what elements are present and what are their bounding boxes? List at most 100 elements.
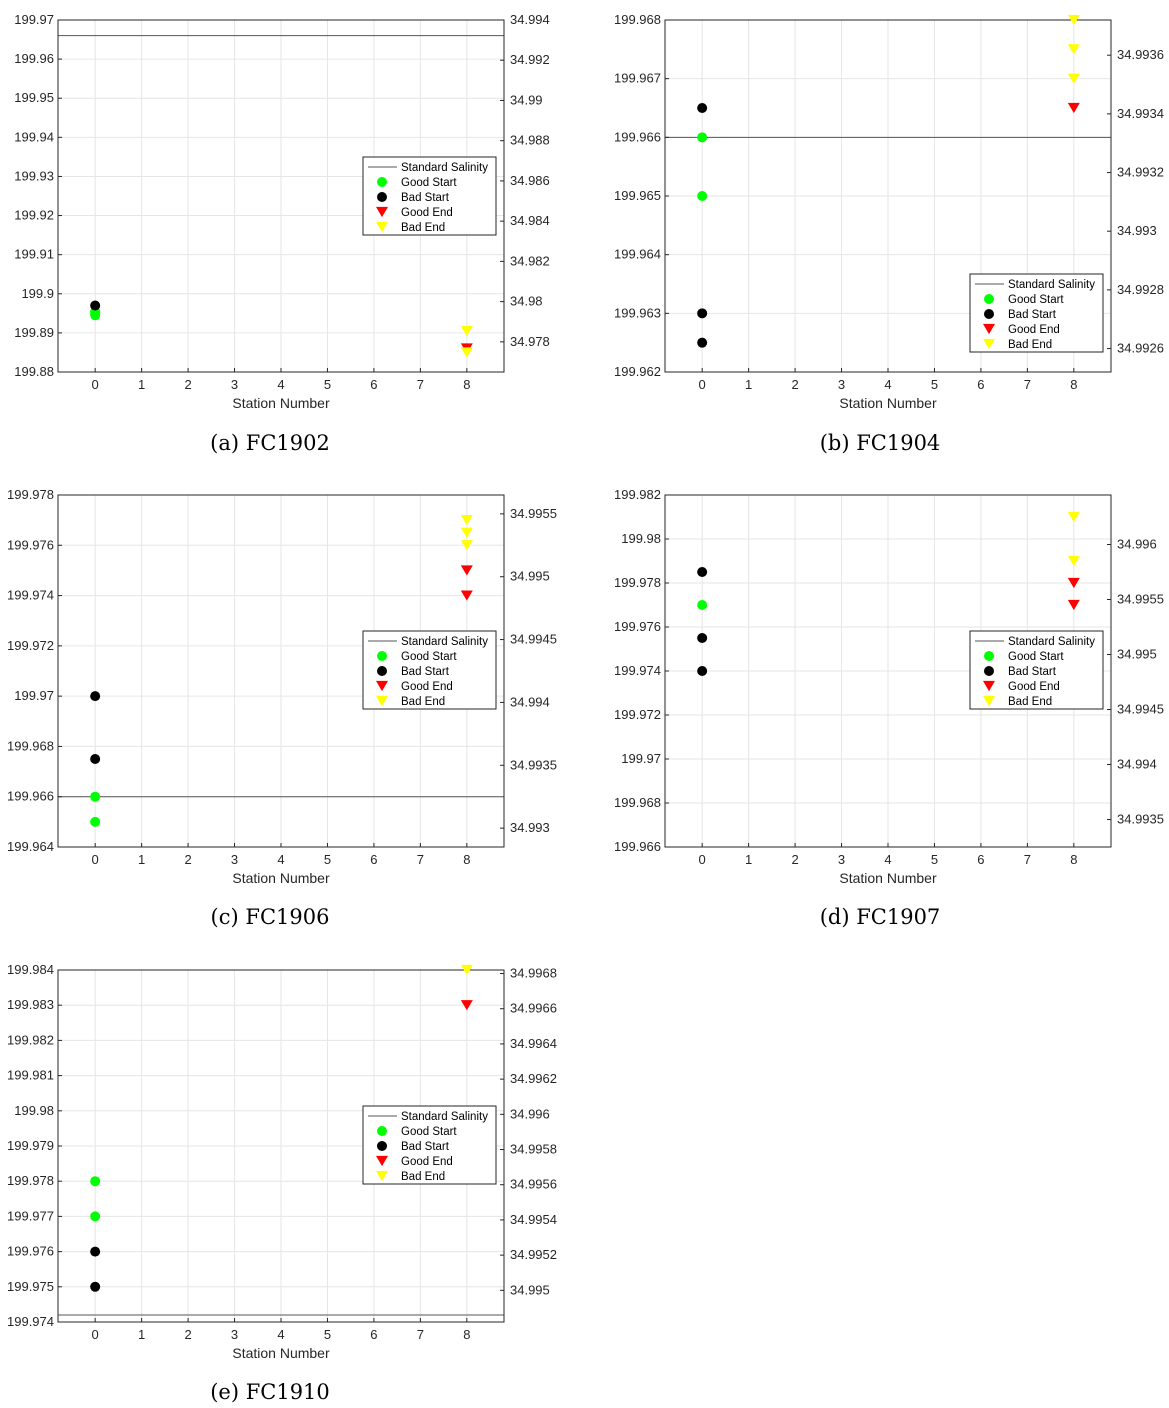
x-tick-label: 2 xyxy=(791,852,798,867)
legend-label-good-start: Good Start xyxy=(401,651,457,663)
caption-d: (d) FC1907 xyxy=(819,905,941,929)
x-tick-label: 3 xyxy=(231,377,238,392)
y-tick-label: 199.98 xyxy=(14,1103,54,1118)
y-axis-left: 199.962 199.963 199.964 199.965 199.966 199.9… xyxy=(614,12,669,379)
y2-tick-label: 34.993 xyxy=(1117,223,1157,238)
x-tick-label: 7 xyxy=(1024,377,1031,392)
x-tick-label: 3 xyxy=(231,1327,238,1342)
y-tick-label: 199.97 xyxy=(14,12,54,27)
y2-tick-label: 34.9968 xyxy=(510,966,557,981)
x-tick-label: 1 xyxy=(745,377,752,392)
good-start-point xyxy=(90,816,101,827)
y-axis-left: 199.964 199.966 199.968 199.97 199.972 199.97… xyxy=(7,487,62,854)
y-tick-label: 199.982 xyxy=(7,1032,54,1047)
x-tick-label: 2 xyxy=(184,852,191,867)
legend: Standard Salinity Good Start Bad Start Good… xyxy=(362,156,497,236)
x-tick-label: 7 xyxy=(417,377,424,392)
good-end-point xyxy=(460,590,473,601)
bad-end-point xyxy=(460,515,473,526)
legend-label-bad-end: Bad End xyxy=(401,222,445,234)
y-tick-label: 199.976 xyxy=(614,619,661,634)
y-tick-label: 199.972 xyxy=(7,638,54,653)
x-tick-label: 1 xyxy=(745,852,752,867)
y2-tick-label: 34.9964 xyxy=(510,1036,557,1051)
y2-tick-label: 34.9955 xyxy=(1117,592,1164,607)
y-axis-left: 199.966 199.968 199.97 199.972 199.974 199.97… xyxy=(614,487,669,854)
y2-tick-label: 34.995 xyxy=(510,569,550,584)
legend-marker-bad-end xyxy=(376,221,388,233)
legend: Standard Salinity Good Start Bad Start Good… xyxy=(362,630,497,710)
y2-tick-label: 34.9934 xyxy=(1117,106,1164,121)
bad-start-point xyxy=(90,1246,101,1257)
x-tick-label: 6 xyxy=(977,852,984,867)
y-axis-right: 34.9926 34.9928 34.993 34.9932 34.9934 34.993… xyxy=(1107,47,1164,356)
legend-marker-bad-start xyxy=(377,1141,387,1151)
data-points xyxy=(90,964,473,1292)
y2-tick-label: 34.986 xyxy=(510,173,550,188)
bad-start-point xyxy=(90,754,101,764)
legend-marker-bad-start xyxy=(984,666,994,676)
x-tick-label: 1 xyxy=(138,377,145,392)
good-start-point xyxy=(697,191,708,201)
caption-e: (e) FC1910 xyxy=(210,1380,330,1404)
legend-label-standard: Standard Salinity xyxy=(401,636,488,648)
bad-start-point xyxy=(90,691,101,702)
y-tick-label: 199.97 xyxy=(14,688,54,703)
legend-marker-bad-end xyxy=(983,695,995,707)
x-tick-label: 4 xyxy=(277,1327,284,1342)
x-axis: 0 1 2 3 4 5 6 7 8 xyxy=(92,368,470,392)
y2-tick-label: 34.9936 xyxy=(1117,47,1164,62)
y-tick-label: 199.963 xyxy=(614,305,661,320)
y-tick-label: 199.974 xyxy=(7,588,54,603)
y-tick-label: 199.965 xyxy=(614,188,661,203)
caption-b: (b) FC1904 xyxy=(819,431,941,455)
y-tick-label: 199.982 xyxy=(614,487,661,502)
y-tick-label: 199.968 xyxy=(7,738,54,753)
y-axis-left: 199.88 199.89 199.9 199.91 199.92 199.93 199.9… xyxy=(14,12,62,379)
x-tick-label: 3 xyxy=(838,852,845,867)
y-tick-label: 199.978 xyxy=(7,1173,54,1188)
bad-start-point xyxy=(697,337,708,348)
y2-tick-label: 34.9955 xyxy=(510,506,557,521)
y-tick-label: 199.88 xyxy=(14,364,54,379)
y-tick-label: 199.975 xyxy=(7,1279,54,1294)
y2-tick-label: 34.994 xyxy=(1117,757,1157,772)
y-tick-label: 199.89 xyxy=(14,325,54,340)
y-tick-label: 199.981 xyxy=(7,1068,54,1083)
legend-label-bad-start: Bad Start xyxy=(401,666,450,678)
x-tick-label: 2 xyxy=(184,377,191,392)
x-tick-label: 0 xyxy=(92,1327,99,1342)
x-tick-label: 3 xyxy=(231,852,238,867)
legend-label-bad-end: Bad End xyxy=(1008,339,1052,351)
legend-marker-good-end xyxy=(376,680,388,692)
bad-start-point xyxy=(90,1281,101,1292)
y-tick-label: 199.9 xyxy=(21,286,54,301)
y-tick-label: 199.91 xyxy=(14,247,54,262)
legend-label-good-end: Good End xyxy=(1008,324,1060,336)
y2-tick-label: 34.9962 xyxy=(510,1071,557,1086)
good-end-point xyxy=(1067,102,1080,114)
caption-c: (c) FC1906 xyxy=(210,905,330,929)
y2-tick-label: 34.9952 xyxy=(510,1247,557,1262)
x-axis-label: Station Number xyxy=(839,870,937,886)
x-tick-label: 7 xyxy=(417,852,424,867)
legend-marker-bad-end xyxy=(983,338,995,350)
y2-tick-label: 34.988 xyxy=(510,133,550,148)
good-start-point xyxy=(90,1176,101,1187)
x-axis: 0 1 2 3 4 5 6 7 8 xyxy=(92,1318,470,1342)
bad-end-point xyxy=(460,964,473,976)
bad-end-point xyxy=(1067,555,1080,567)
y-tick-label: 199.978 xyxy=(7,487,54,502)
legend-label-good-end: Good End xyxy=(401,681,453,693)
y2-tick-label: 34.9928 xyxy=(1117,282,1164,297)
legend: Standard Salinity Good Start Bad Start Good… xyxy=(362,1105,497,1185)
bad-end-point xyxy=(460,540,473,551)
legend-label-standard: Standard Salinity xyxy=(401,162,488,174)
y-tick-label: 199.974 xyxy=(7,1314,54,1329)
x-tick-label: 8 xyxy=(1070,377,1077,392)
y2-tick-label: 34.994 xyxy=(510,694,550,709)
y2-tick-label: 34.992 xyxy=(510,52,550,67)
x-axis-label: Station Number xyxy=(232,395,330,411)
legend-marker-bad-start xyxy=(984,309,994,319)
